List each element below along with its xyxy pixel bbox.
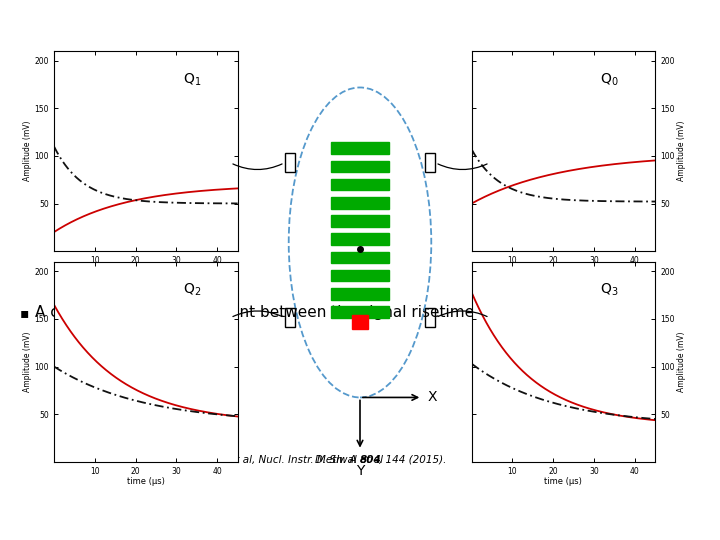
Bar [331,160,389,172]
Bar [331,197,389,208]
Bar [331,143,389,154]
Text: ▪: ▪ [20,306,30,320]
Y-axis label: Amplitude (mV): Amplitude (mV) [23,121,32,181]
Text: D. Siwal: D. Siwal [315,455,360,464]
Text: position: position [595,314,636,324]
Bar [425,308,436,327]
Bar [331,270,389,281]
Bar [331,288,389,300]
Text: X: X [428,390,437,404]
Bar [331,179,389,190]
Bar [352,315,368,329]
Bar [284,308,295,327]
Bar [331,233,389,245]
Text: R.T. deSouza: R.T. deSouza [39,512,148,528]
Y-axis label: Amplitude (mV): Amplitude (mV) [23,332,32,392]
Text: Indiana University: Indiana University [282,512,438,528]
Text: A clear correlation is evident between the signal risetime and Y: A clear correlation is evident between t… [35,305,521,320]
Text: Q$_2$: Q$_2$ [183,282,201,298]
Bar [331,215,389,227]
Text: , 144 (2015).: , 144 (2015). [379,455,447,464]
Text: Q$_3$: Q$_3$ [600,282,618,298]
Text: 804: 804 [360,455,382,464]
Text: Q$_1$: Q$_1$ [183,71,201,87]
Bar [425,153,436,172]
Text: et al: et al [360,455,383,464]
X-axis label: time (μs): time (μs) [127,266,165,275]
Bar [331,252,389,263]
Y-axis label: Amplitude (mV): Amplitude (mV) [678,121,686,181]
Text: Y: Y [356,464,364,478]
X-axis label: time (μs): time (μs) [544,477,582,486]
X-axis label: time (μs): time (μs) [544,266,582,275]
Text: Improving spatial Resolution of the RA detector: Improving spatial Resolution of the RA d… [105,20,615,40]
Text: Q$_0$: Q$_0$ [600,71,618,87]
Bar [284,153,295,172]
Text: D. Siwal et al, Nucl. Instr. Meth. A: D. Siwal et al, Nucl. Instr. Meth. A [184,455,360,464]
Text: .: . [633,305,638,320]
Y-axis label: Amplitude (mV): Amplitude (mV) [678,332,686,392]
X-axis label: time (μs): time (μs) [127,477,165,486]
Bar [331,306,389,318]
